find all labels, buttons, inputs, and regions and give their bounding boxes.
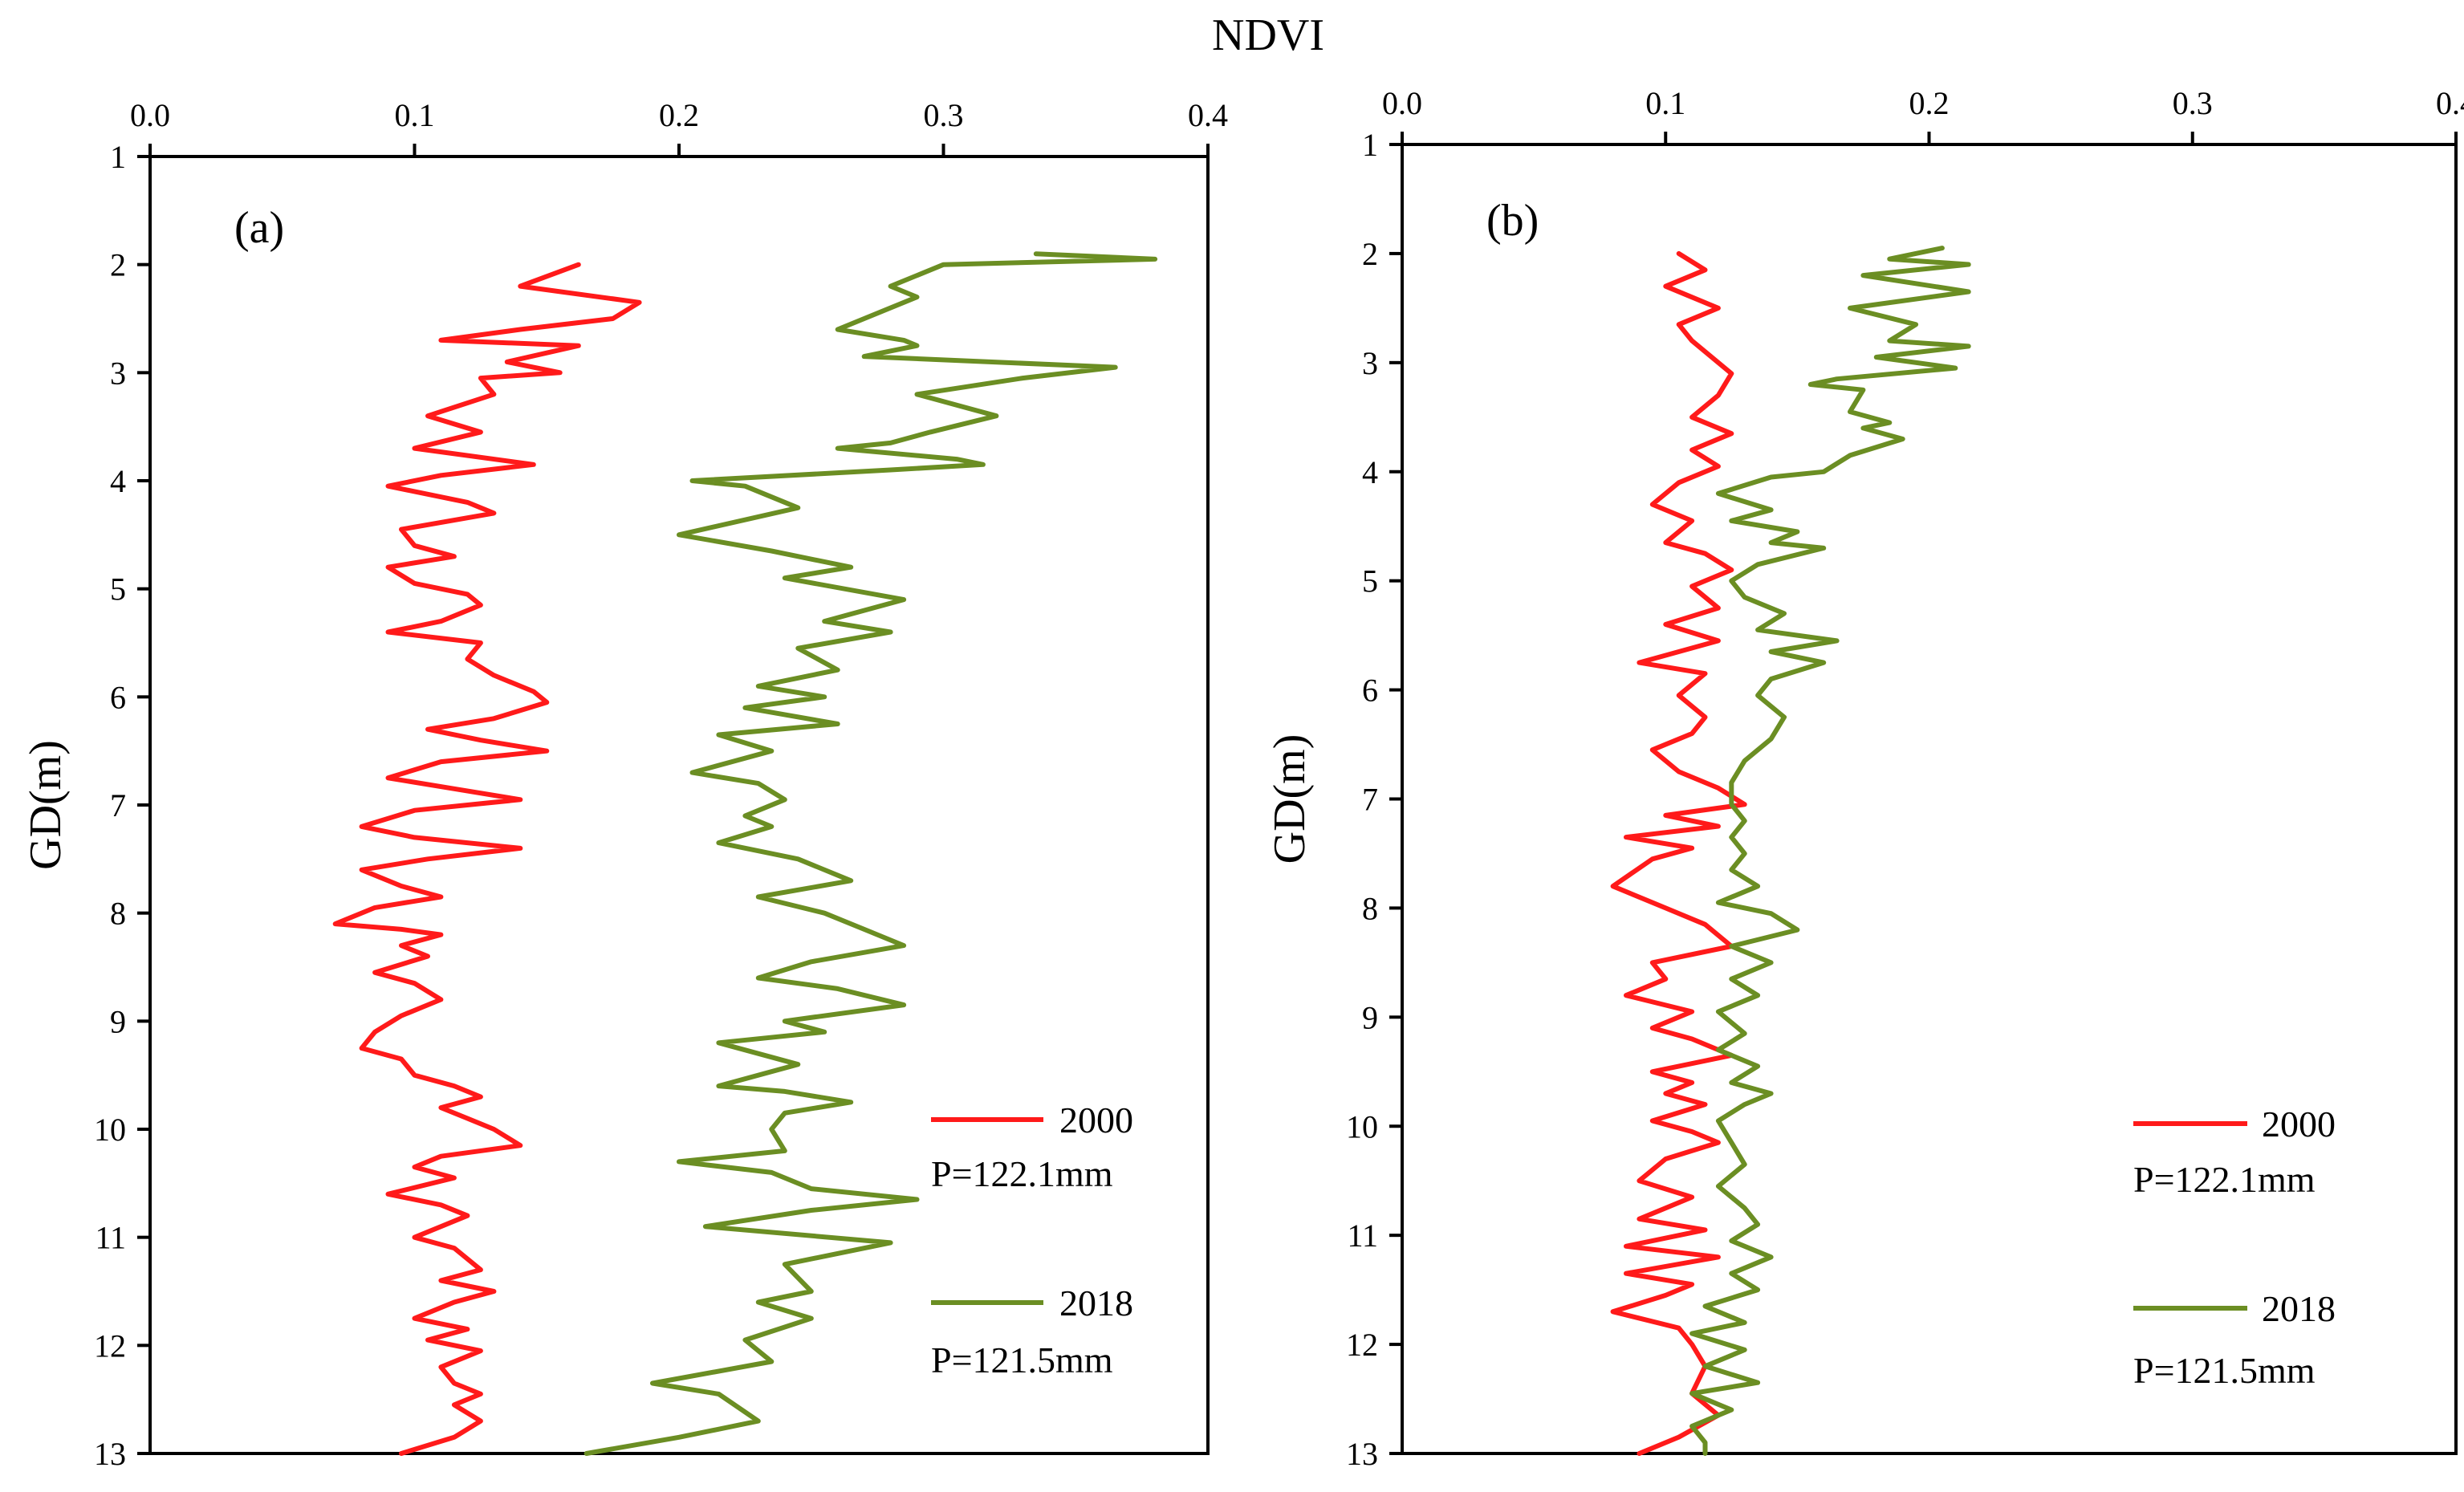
y-tick-label: 12	[1346, 1327, 1378, 1363]
y-tick-label: 6	[110, 679, 126, 715]
legend-note-2000: P=122.1mm	[2133, 1159, 2316, 1200]
y-tick-label: 1	[110, 139, 126, 175]
panel-b: 0.00.10.20.30.412345678910111213GD(m)(b)…	[1265, 85, 2464, 1472]
y-tick-label: 4	[1362, 454, 1378, 490]
series-line-2000	[1610, 250, 1747, 1456]
y-tick-label: 6	[1362, 673, 1378, 709]
y-tick-label: 7	[110, 787, 126, 823]
plot-frame	[1401, 143, 2458, 1455]
x-tick-label: 0.3	[2173, 85, 2213, 121]
y-tick-label: 10	[1346, 1108, 1378, 1144]
y-tick-label: 7	[1362, 782, 1378, 818]
y-tick-label: 3	[110, 355, 126, 391]
y-tick-label: 10	[94, 1112, 126, 1148]
panel-a: 0.0 0.1 0.2 0.3 0.412345678910111213GD(m)(a)…	[21, 97, 1228, 1472]
shared-x-axis-title: NDVI	[1212, 10, 1324, 60]
panel-label: (a)	[234, 203, 284, 253]
x-tick-label: 0.2	[1909, 85, 1950, 121]
panel-label: (b)	[1486, 196, 1539, 246]
plot-frame	[148, 155, 1210, 1455]
legend-label-2018: 2018	[2262, 1288, 2336, 1329]
y-tick-label: 13	[94, 1436, 126, 1472]
legend-note-2018: P=121.5mm	[2133, 1350, 2316, 1391]
y-tick-label: 2	[1362, 236, 1378, 272]
x-tick-label: 0.0	[130, 97, 170, 133]
y-tick-label: 4	[110, 463, 126, 499]
y-tick-label: 11	[95, 1220, 126, 1256]
y-tick-label: 8	[110, 896, 126, 932]
x-tick-label: 0.4	[2436, 85, 2464, 121]
legend-note-2000: P=122.1mm	[931, 1153, 1113, 1194]
y-axis-title: GD(m)	[21, 740, 71, 870]
legend-note-2018: P=121.5mm	[931, 1340, 1113, 1380]
legend-label-2018: 2018	[1059, 1283, 1133, 1323]
legend: 2000 P=122.1mm 2018 P=121.5mm	[931, 1100, 1133, 1380]
series-line-2018	[1689, 246, 1971, 1456]
series-line-2000	[332, 262, 642, 1456]
y-tick-label: 12	[94, 1327, 126, 1364]
y-tick-label: 8	[1362, 890, 1378, 926]
x-tick-label: 0.2	[659, 97, 699, 133]
y-axis-title: GD(m)	[1265, 734, 1315, 864]
y-tick-label: 1	[1362, 127, 1378, 163]
x-tick-label: 0.1	[1645, 85, 1685, 121]
y-tick-label: 11	[1347, 1218, 1378, 1254]
x-tick-label: 0.4	[1188, 97, 1228, 133]
y-tick-label: 9	[110, 1003, 126, 1039]
x-tick-label: 0.0	[1382, 85, 1422, 121]
legend-label-2000: 2000	[1059, 1100, 1133, 1140]
y-tick-label: 13	[1346, 1436, 1378, 1472]
legend: 2000 P=122.1mm 2018 P=121.5mm	[2133, 1104, 2336, 1391]
y-tick-label: 5	[110, 571, 126, 608]
legend-label-2000: 2000	[2262, 1104, 2336, 1144]
x-tick-label: 0.3	[924, 97, 964, 133]
y-tick-label: 3	[1362, 345, 1378, 381]
y-tick-label: 5	[1362, 563, 1378, 600]
y-tick-label: 9	[1362, 999, 1378, 1035]
y-tick-label: 2	[110, 247, 126, 283]
series-line-2018	[583, 251, 1158, 1456]
x-tick-label: 0.1	[395, 97, 435, 133]
